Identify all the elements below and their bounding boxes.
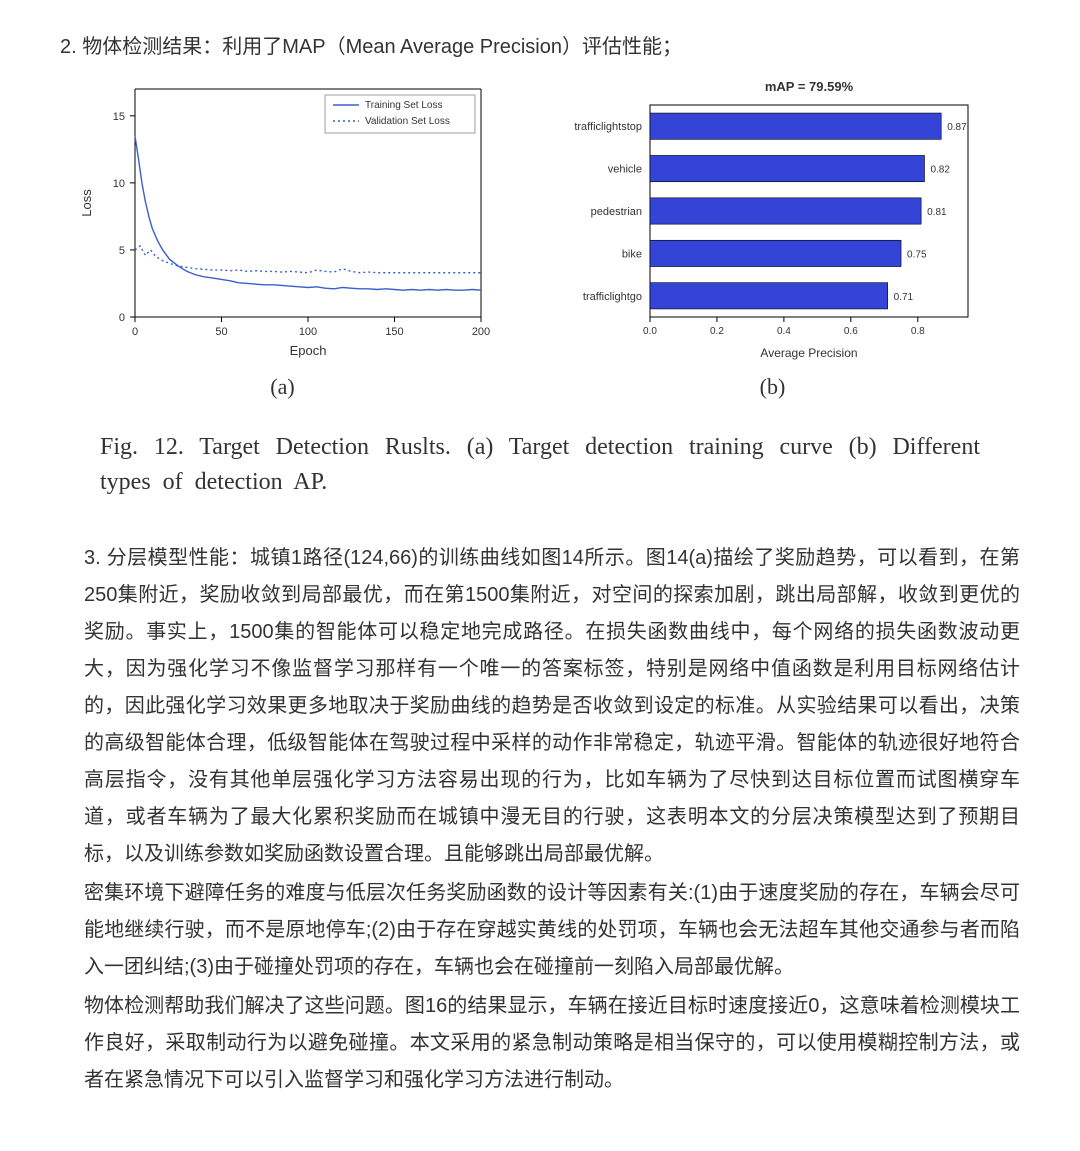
svg-text:0.0: 0.0 bbox=[643, 326, 657, 337]
svg-text:0.8: 0.8 bbox=[910, 326, 924, 337]
svg-text:Training Set Loss: Training Set Loss bbox=[365, 100, 442, 111]
figures-row: 0 50 100 150 200 0 5 10 15 Epoch Loss Training Set … bbox=[60, 75, 1020, 400]
section-3-p2: 密集环境下避障任务的难度与低层次任务奖励函数的设计等因素有关:(1)由于速度奖励… bbox=[84, 875, 1020, 986]
svg-text:bike: bike bbox=[621, 248, 641, 260]
svg-text:0.81: 0.81 bbox=[927, 207, 947, 218]
svg-text:0.87: 0.87 bbox=[947, 122, 967, 133]
section-3-p1: 3. 分层模型性能：城镇1路径(124,66)的训练曲线如图14所示。图14(a… bbox=[84, 540, 1020, 873]
svg-text:Average Precision: Average Precision bbox=[760, 346, 857, 360]
section-3-heading-inline: 3. 分层模型性能： bbox=[84, 547, 250, 569]
ap-chart-svg: mAP = 79.59% trafficlightstop 0.87 vehicle 0… bbox=[538, 75, 1008, 365]
svg-text:pedestrian: pedestrian bbox=[590, 206, 641, 218]
svg-text:200: 200 bbox=[471, 326, 489, 338]
svg-text:0.2: 0.2 bbox=[709, 326, 723, 337]
figure-panel-a: 0 50 100 150 200 0 5 10 15 Epoch Loss Training Set … bbox=[73, 75, 493, 400]
svg-text:vehicle: vehicle bbox=[607, 164, 641, 176]
svg-text:0: 0 bbox=[118, 312, 124, 324]
svg-text:Validation Set Loss: Validation Set Loss bbox=[365, 116, 450, 127]
svg-text:Loss: Loss bbox=[79, 189, 94, 217]
svg-text:100: 100 bbox=[298, 326, 316, 338]
figure-panel-b: mAP = 79.59% trafficlightstop 0.87 vehicle 0… bbox=[538, 75, 1008, 400]
svg-text:50: 50 bbox=[215, 326, 227, 338]
loss-chart: 0 50 100 150 200 0 5 10 15 Epoch Loss Training Set … bbox=[73, 75, 493, 370]
svg-text:trafficlightstop: trafficlightstop bbox=[574, 121, 642, 133]
svg-text:0.82: 0.82 bbox=[930, 165, 950, 176]
section-3-p3: 物体检测帮助我们解决了这些问题。图16的结果显示，车辆在接近目标时速度接近0，这… bbox=[84, 988, 1020, 1099]
svg-text:mAP = 79.59%: mAP = 79.59% bbox=[764, 79, 853, 94]
svg-text:10: 10 bbox=[112, 178, 124, 190]
svg-text:trafficlightgo: trafficlightgo bbox=[582, 291, 641, 303]
sub-label-b: (b) bbox=[760, 374, 786, 400]
loss-chart-svg: 0 50 100 150 200 0 5 10 15 Epoch Loss Training Set … bbox=[73, 75, 493, 365]
svg-text:Epoch: Epoch bbox=[289, 343, 326, 358]
section-2-heading: 2. 物体检测结果：利用了MAP（Mean Average Precision）… bbox=[60, 30, 1020, 59]
ap-chart: mAP = 79.59% trafficlightstop 0.87 vehicle 0… bbox=[538, 75, 1008, 370]
section-3-text-1: 城镇1路径(124,66)的训练曲线如图14所示。图14(a)描绘了奖励趋势，可… bbox=[84, 547, 1020, 865]
svg-text:0.4: 0.4 bbox=[776, 326, 790, 337]
sub-label-a: (a) bbox=[270, 374, 294, 400]
svg-text:0.71: 0.71 bbox=[893, 292, 913, 303]
svg-text:15: 15 bbox=[112, 111, 124, 123]
section-3-body: 3. 分层模型性能：城镇1路径(124,66)的训练曲线如图14所示。图14(a… bbox=[84, 540, 1020, 1099]
svg-text:0: 0 bbox=[131, 326, 137, 338]
figure-caption: Fig. 12. Target Detection Ruslts. (a) Ta… bbox=[100, 430, 980, 500]
svg-text:150: 150 bbox=[385, 326, 403, 338]
svg-text:0.75: 0.75 bbox=[907, 249, 927, 260]
svg-text:0.6: 0.6 bbox=[843, 326, 857, 337]
svg-text:5: 5 bbox=[118, 245, 124, 257]
